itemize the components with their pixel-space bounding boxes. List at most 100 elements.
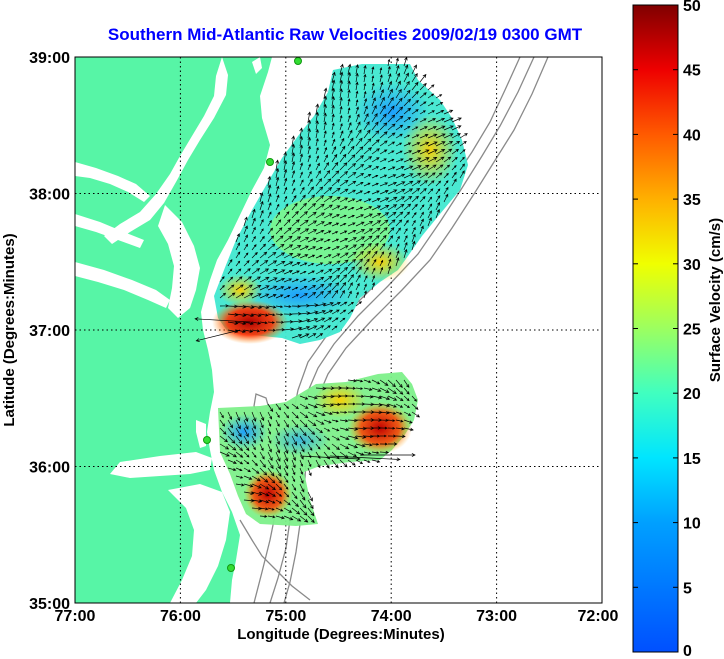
velocity-arrow [323, 325, 331, 331]
velocity-arrow [371, 250, 378, 259]
velocity-arrow [275, 185, 280, 195]
velocity-arrow [299, 135, 304, 147]
pamlico-sound [168, 484, 230, 603]
velocity-arrow [355, 137, 363, 147]
velocity-arrow [331, 459, 339, 469]
velocity-arrow [259, 491, 270, 497]
velocity-arrow [347, 394, 355, 398]
velocity-arrow [387, 434, 397, 438]
velocity-arrow [451, 156, 458, 163]
velocity-arrow [355, 90, 359, 99]
velocity-arrow [331, 146, 337, 155]
velocity-arrow [339, 63, 344, 75]
velocity-arrow [347, 137, 354, 147]
velocity-arrow [331, 71, 336, 83]
velocity-arrow [259, 251, 268, 259]
velocity-arrow [227, 259, 233, 267]
velocity-arrow [235, 260, 241, 267]
velocity-arrow [427, 172, 436, 179]
velocity-arrow [459, 163, 465, 171]
velocity-arrow [227, 451, 237, 458]
velocity-arrow [227, 411, 232, 420]
colorbar-tick-label: 5 [683, 580, 692, 597]
velocity-arrow [243, 293, 254, 299]
velocity-arrow [251, 443, 256, 451]
velocity-arrow [331, 222, 340, 227]
velocity-arrow [395, 188, 406, 195]
velocity-arrow [371, 130, 380, 139]
velocity-arrow [275, 491, 283, 497]
velocity-arrow [235, 427, 242, 438]
velocity-arrow [235, 483, 245, 487]
velocity-arrow [355, 250, 364, 259]
velocity-arrow [427, 141, 438, 147]
velocity-arrow [323, 170, 331, 179]
velocity-arrow [435, 109, 445, 115]
velocity-arrow [451, 165, 457, 171]
velocity-arrow [387, 80, 393, 91]
velocity-arrow [379, 182, 389, 187]
velocity-arrow [251, 208, 256, 219]
velocity-arrow [267, 328, 276, 332]
velocity-arrow [387, 158, 395, 163]
velocity-arrow [395, 250, 400, 259]
velocity-arrow [243, 284, 253, 291]
x-axis-label: Longitude (Degrees:Minutes) [237, 626, 445, 643]
velocity-arrow [299, 219, 309, 227]
velocity-arrow [347, 258, 357, 267]
velocity-arrow [427, 196, 433, 203]
velocity-arrow [267, 175, 272, 187]
velocity-arrow [291, 202, 298, 211]
velocity-arrow [355, 172, 365, 179]
velocity-arrow [339, 419, 349, 423]
velocity-arrow [371, 267, 376, 275]
velocity-arrow [339, 130, 344, 139]
velocity-arrow [235, 233, 240, 243]
velocity-arrow [411, 99, 419, 107]
velocity-arrow [435, 201, 441, 211]
velocity-arrow [379, 387, 390, 393]
velocity-arrow [291, 451, 296, 462]
velocity-arrow [275, 411, 280, 418]
velocity-arrow [355, 121, 361, 131]
velocity-arrow [259, 243, 267, 251]
velocity-arrow [339, 197, 349, 203]
velocity-arrow [291, 210, 299, 219]
velocity-arrow [275, 515, 285, 520]
velocity-arrow [259, 475, 269, 483]
velocity-arrow [331, 214, 340, 219]
velocity-arrow [339, 410, 348, 414]
velocity-arrow [347, 171, 357, 179]
velocity-arrow [451, 117, 462, 123]
velocity-arrow [331, 187, 341, 195]
velocity-arrow [315, 186, 324, 195]
velocity-arrow [299, 311, 311, 315]
velocity-arrow [387, 114, 396, 123]
velocity-arrow [323, 162, 330, 171]
velocity-arrow [435, 180, 442, 187]
velocity-arrow [427, 149, 438, 155]
velocity-arrow [291, 135, 296, 147]
velocity-arrow [307, 211, 317, 219]
velocity-arrow [363, 113, 369, 123]
velocity-arrow [235, 292, 245, 299]
velocity-arrow [411, 395, 418, 402]
velocity-arrow [275, 203, 280, 211]
velocity-arrow [291, 491, 298, 500]
velocity-arrow [331, 274, 341, 283]
velocity-arrow [243, 491, 255, 496]
velocity-arrow [331, 205, 341, 211]
velocity-arrow [259, 260, 269, 267]
south-blue-patch [220, 414, 268, 450]
velocity-arrow [347, 222, 356, 227]
velocity-arrow [347, 114, 351, 123]
velocity-arrow [251, 483, 262, 489]
velocity-arrow [283, 427, 289, 437]
velocity-arrow [299, 491, 306, 501]
colorbar-tick-label: 25 [683, 322, 701, 339]
velocity-arrow [275, 227, 283, 235]
velocity-arrow [307, 145, 311, 155]
velocity-arrow [403, 142, 412, 147]
velocity-arrow [411, 411, 421, 418]
velocity-arrow [307, 333, 317, 339]
